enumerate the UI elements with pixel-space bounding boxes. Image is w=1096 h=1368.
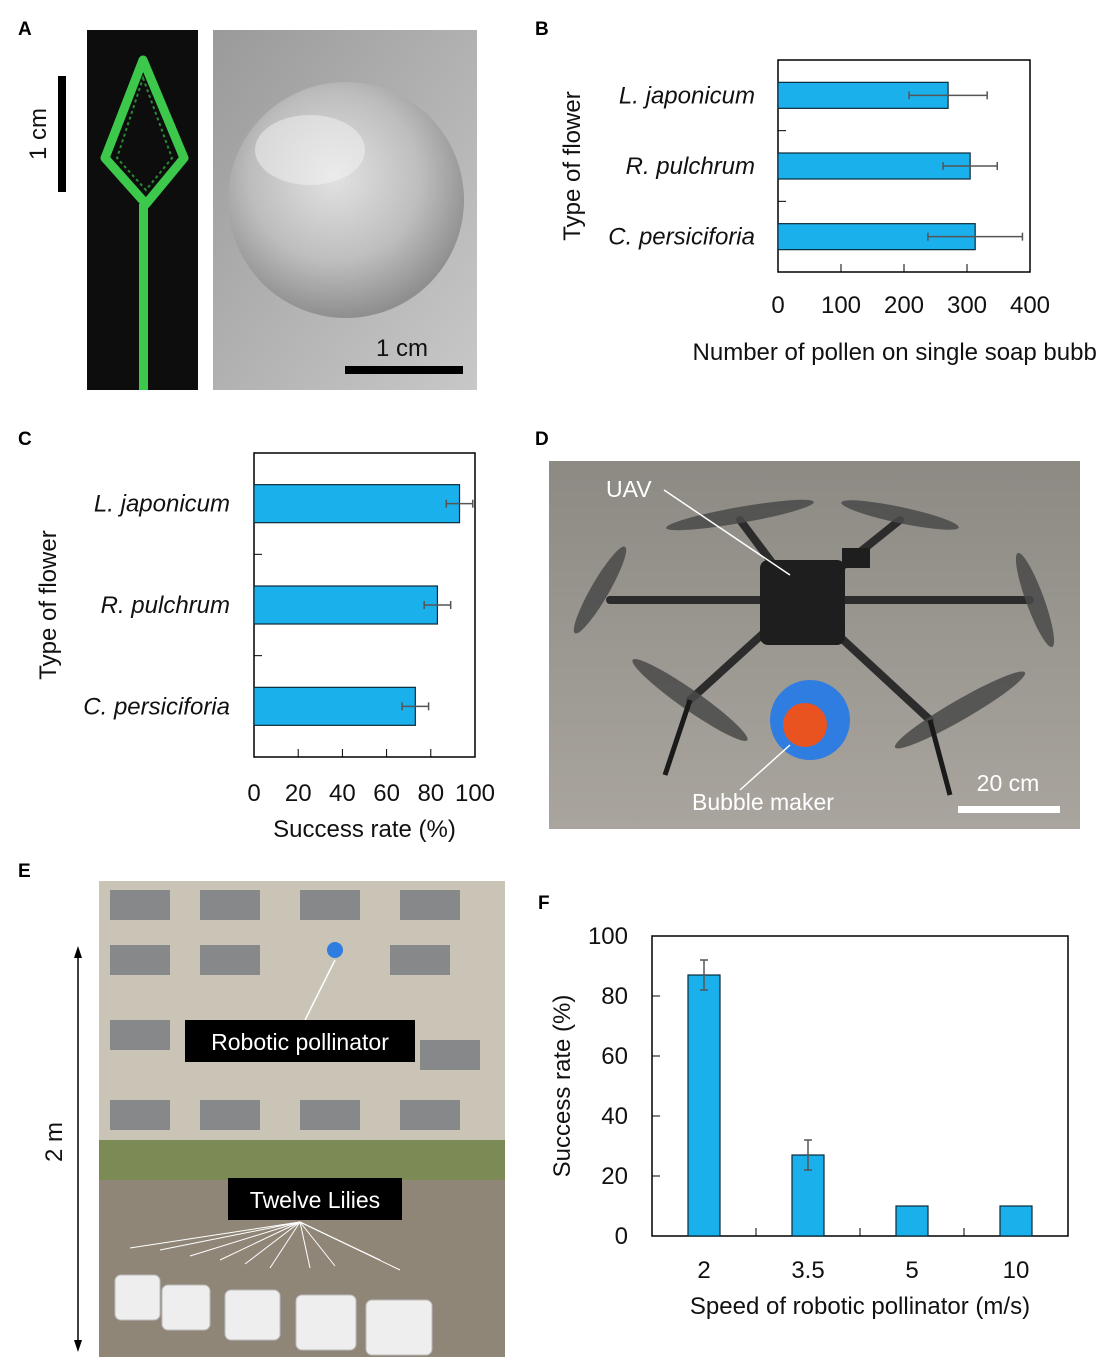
chart-b: 0 100 200 300 400 L. japonicum R. pulchrum C. p… <box>559 59 1096 366</box>
x-tick-label: 300 <box>947 292 987 319</box>
y-axis-title: Type of flower <box>35 530 62 679</box>
bar <box>253 686 416 726</box>
label-uav: UAV <box>606 476 652 502</box>
scale-bar <box>345 366 463 374</box>
soap-bubble-photo: 1 cm <box>213 30 477 390</box>
scale-label-right: 1 cm <box>376 335 428 362</box>
bar <box>895 1205 929 1237</box>
x-axis-title: Speed of robotic pollinator (m/s) <box>690 1293 1030 1320</box>
label-robotic-pollinator: Robotic pollinator <box>211 1029 389 1055</box>
y-tick-label: 60 <box>601 1043 628 1070</box>
x-tick-label: 80 <box>417 780 444 807</box>
bar <box>253 484 461 524</box>
x-tick-label: 5 <box>905 1257 918 1284</box>
category-label: C. persiciforia <box>83 693 230 720</box>
panel-label-e: E <box>18 861 31 882</box>
scale-bar-d <box>958 806 1060 813</box>
label-bubble-maker: Bubble maker <box>692 789 834 815</box>
category-label: R. pulchrum <box>626 153 755 180</box>
x-tick-label: 10 <box>1003 1257 1030 1284</box>
category-label: C. persiciforia <box>608 224 755 251</box>
chart-f: 0 20 40 60 80 100 2 3.5 5 10 Speed of robotic poll… <box>549 923 1069 1320</box>
y-axis-title: Success rate (%) <box>549 995 576 1178</box>
category-label: L. japonicum <box>94 491 230 518</box>
x-tick-label: 0 <box>771 292 784 319</box>
x-tick-label: 20 <box>285 780 312 807</box>
label-scale-20cm: 20 cm <box>977 770 1040 796</box>
x-tick-label: 200 <box>884 292 924 319</box>
bar <box>687 974 721 1237</box>
x-tick-label: 60 <box>373 780 400 807</box>
category-label: R. pulchrum <box>101 592 230 619</box>
x-tick-label: 100 <box>455 780 495 807</box>
panel-label-f: F <box>538 893 550 914</box>
scale-bar-vertical <box>58 76 66 192</box>
x-tick-label: 400 <box>1010 292 1050 319</box>
x-tick-label: 2 <box>697 1257 710 1284</box>
field-photo: Robotic pollinator Twelve Lilies <box>99 881 505 1357</box>
panel-label-c: C <box>18 429 32 450</box>
y-tick-label: 80 <box>601 983 628 1010</box>
y-tick-label: 40 <box>601 1103 628 1130</box>
bar <box>777 152 971 180</box>
panel-label-a: A <box>18 19 32 40</box>
x-axis-title: Success rate (%) <box>273 816 456 843</box>
bubble-wand-photo <box>87 30 198 390</box>
x-axis-title: Number of pollen on single soap bubble <box>693 339 1096 366</box>
panel-d-uav-photo: UAV Bubble maker 20 cm <box>549 461 1080 829</box>
y-tick-label: 20 <box>601 1163 628 1190</box>
panel-e: 2 m Robo <box>41 881 505 1357</box>
x-tick-label: 40 <box>329 780 356 807</box>
label-height: 2 m <box>41 1122 68 1162</box>
x-tick-label: 3.5 <box>791 1257 824 1284</box>
panel-a: 1 cm 1 cm <box>25 30 477 390</box>
category-label: L. japonicum <box>619 82 755 109</box>
x-tick-label: 0 <box>247 780 260 807</box>
scale-label-left: 1 cm <box>25 108 52 160</box>
x-tick-label: 100 <box>821 292 861 319</box>
bar <box>253 585 439 625</box>
y-axis-title: Type of flower <box>559 91 586 240</box>
panel-label-d: D <box>535 429 549 450</box>
label-twelve-lilies: Twelve Lilies <box>250 1187 380 1213</box>
chart-c: 0 20 40 60 80 100 L. japonicum R. pulchrum C. pe… <box>35 452 495 843</box>
y-tick-label: 100 <box>588 923 628 950</box>
panel-label-b: B <box>535 19 549 40</box>
bar <box>999 1205 1033 1237</box>
y-tick-label: 0 <box>615 1223 628 1250</box>
